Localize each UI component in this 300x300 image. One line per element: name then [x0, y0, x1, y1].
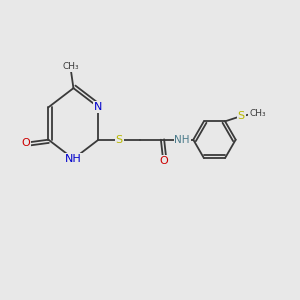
- Text: O: O: [160, 156, 168, 166]
- Text: S: S: [238, 111, 245, 121]
- Text: NH: NH: [174, 135, 190, 145]
- Text: CH₃: CH₃: [249, 109, 266, 118]
- Text: N: N: [94, 102, 103, 112]
- Text: S: S: [116, 135, 123, 145]
- Text: CH₃: CH₃: [62, 62, 79, 71]
- Text: O: O: [21, 138, 30, 148]
- Text: NH: NH: [65, 154, 82, 164]
